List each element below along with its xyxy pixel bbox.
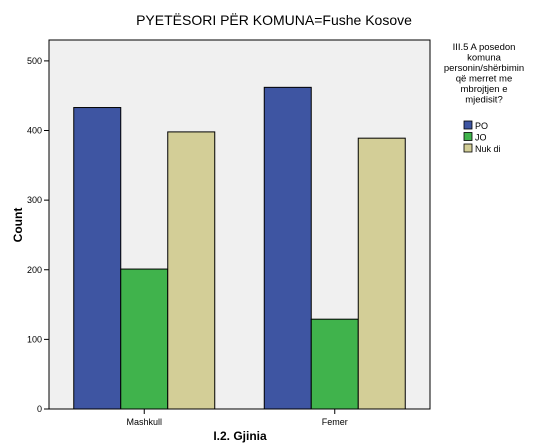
legend-title: III.5 A posedonkomunapersonin/shërbiminq… — [444, 42, 524, 106]
legend-title-line: mbrojtjen e — [461, 84, 508, 95]
legend-title-line: mjedisit? — [465, 95, 503, 106]
y-axis: 0 100 200 300 400 500 — [27, 56, 49, 414]
x-axis-label: I.2. Gjinia — [213, 429, 267, 443]
y-tick-label: 0 — [37, 404, 42, 414]
legend-label: PO — [475, 121, 488, 131]
legend-swatch-po — [463, 120, 473, 130]
bar-nuk-di-mashkull — [167, 131, 216, 410]
legend-label: JO — [475, 133, 487, 143]
chart-title: PYETËSORI PËR KOMUNA=Fushe Kosove — [136, 12, 412, 28]
legend-label: Nuk di — [475, 144, 501, 154]
legend-title-line: III.5 A posedon — [453, 42, 516, 53]
legend: III.5 A posedonkomunapersonin/shërbiminq… — [444, 42, 524, 154]
y-tick-label: 400 — [27, 126, 42, 136]
legend-swatch-nuk-di — [463, 143, 473, 153]
legend-title-line: komuna — [467, 53, 502, 64]
legend-swatch-jo — [463, 132, 473, 141]
bar-nuk-di-femer — [357, 137, 406, 410]
bar-jo-mashkull — [120, 268, 169, 410]
bars-layer — [73, 86, 406, 410]
bar-jo-femer — [310, 318, 359, 410]
x-tick-label: Femer — [322, 417, 348, 427]
legend-title-line: që merret me — [456, 74, 513, 85]
y-axis-label: Count — [11, 208, 25, 243]
y-tick-label: 100 — [27, 334, 42, 344]
y-tick-label: 300 — [27, 195, 42, 205]
bar-po-mashkull — [73, 107, 122, 410]
x-tick-label: Mashkull — [126, 417, 162, 427]
legend-title-line: personin/shërbimin — [444, 63, 524, 74]
x-axis: Mashkull Femer — [126, 409, 348, 427]
bar-po-femer — [263, 86, 312, 410]
y-tick-label: 200 — [27, 265, 42, 275]
y-tick-label: 500 — [27, 56, 42, 66]
